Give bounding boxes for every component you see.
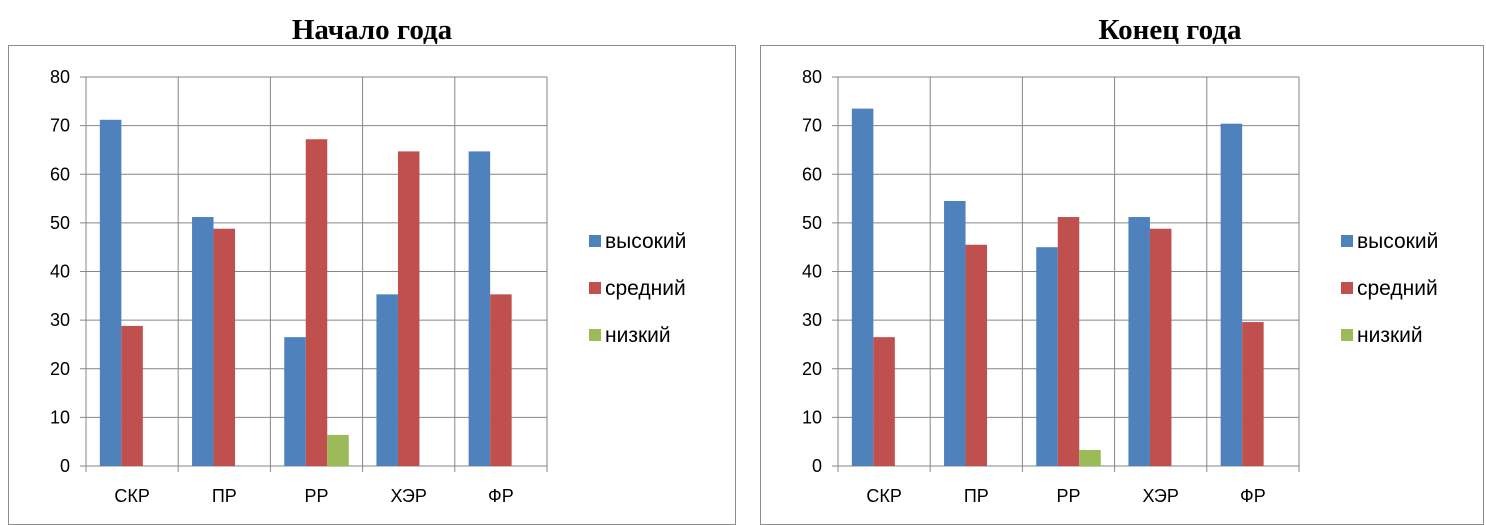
x-tick-label: РР xyxy=(1056,486,1080,506)
y-tick-label: 40 xyxy=(50,262,70,282)
legend-label: низкий xyxy=(1357,324,1423,347)
y-tick-label: 60 xyxy=(50,164,70,184)
legend: высокий средний низкий xyxy=(589,230,686,347)
y-tick-label: 50 xyxy=(50,213,70,233)
chart-end-of-year: 0 10 20 30 40 50 60 70 80 СКР ПР РР ХЭР ФР высокий сред… xyxy=(802,67,1438,506)
bar-высокий-ПР xyxy=(944,200,966,466)
y-tick-label: 70 xyxy=(50,116,70,136)
x-tick-label: ФР xyxy=(488,486,514,506)
bar-высокий-СКР xyxy=(99,119,122,466)
bar-средний-ПР xyxy=(213,228,236,466)
bar-высокий-РР xyxy=(284,337,306,466)
bar-средний-ФР xyxy=(1242,322,1264,466)
chart-frame-end-of-year: 0 10 20 30 40 50 60 70 80 СКР ПР РР ХЭР ФР высокий сред… xyxy=(760,45,1484,525)
y-tick-label: 0 xyxy=(60,456,70,476)
chart-frame-start-of-year: 0 10 20 30 40 50 60 70 80 СКР ПР РР ХЭР ФР высокий сред… xyxy=(8,45,736,525)
x-tick-label: СКР xyxy=(114,486,150,506)
legend-label: высокий xyxy=(605,230,686,253)
x-tick-label: ХЭР xyxy=(1143,486,1179,506)
bar-высокий-ФР xyxy=(1220,123,1243,467)
bar-высокий-ХЭР xyxy=(376,294,398,466)
x-tick-label: СКР xyxy=(866,486,902,506)
bar-высокий-ХЭР xyxy=(1128,217,1150,466)
y-tick-label: 10 xyxy=(802,407,822,427)
legend-swatch-низкий xyxy=(1341,329,1353,341)
y-tick-label: 80 xyxy=(50,67,70,87)
y-tick-label: 80 xyxy=(802,67,822,87)
bar-высокий-ПР xyxy=(192,217,214,466)
y-tick-label: 30 xyxy=(50,310,70,330)
bar-средний-РР xyxy=(1057,217,1080,466)
y-tick-label: 40 xyxy=(802,262,822,282)
bar-средний-СКР xyxy=(121,325,143,466)
chart-title-end-of-year: Конец года xyxy=(1098,14,1242,46)
x-tick-label: РР xyxy=(304,486,328,506)
bar-средний-ХЭР xyxy=(1149,228,1172,466)
legend-swatch-высокий xyxy=(1341,235,1353,247)
legend: высокий средний низкий xyxy=(1341,230,1438,347)
bar-средний-ПР xyxy=(965,244,988,466)
legend-swatch-средний xyxy=(589,282,601,294)
bar-низкий-РР xyxy=(327,434,349,466)
bar-высокий-РР xyxy=(1036,247,1058,466)
legend-label: высокий xyxy=(1357,230,1438,253)
bar-средний-СКР xyxy=(873,337,895,466)
chart-title-start-of-year: Начало года xyxy=(291,14,453,46)
chart-start-of-year: 0 10 20 30 40 50 60 70 80 СКР ПР РР ХЭР ФР высокий сред… xyxy=(50,67,686,506)
bar-низкий-РР xyxy=(1079,449,1101,466)
y-tick-label: 30 xyxy=(802,310,822,330)
y-tick-label: 20 xyxy=(802,359,822,379)
y-tick-label: 50 xyxy=(802,213,822,233)
bar-средний-ХЭР xyxy=(397,151,420,466)
legend-swatch-низкий xyxy=(589,329,601,341)
legend-label: низкий xyxy=(605,324,671,347)
legend-label: средний xyxy=(1357,277,1438,300)
x-tick-label: ХЭР xyxy=(391,486,427,506)
x-tick-label: ФР xyxy=(1240,486,1266,506)
bar-средний-ФР xyxy=(490,294,512,466)
bar-высокий-СКР xyxy=(851,108,874,466)
legend-swatch-высокий xyxy=(589,235,601,247)
x-tick-label: ПР xyxy=(212,486,237,506)
legend-swatch-средний xyxy=(1341,282,1353,294)
y-tick-label: 20 xyxy=(50,359,70,379)
bar-средний-РР xyxy=(305,139,328,466)
x-tick-label: ПР xyxy=(964,486,989,506)
y-tick-label: 60 xyxy=(802,164,822,184)
y-tick-label: 10 xyxy=(50,407,70,427)
y-tick-label: 70 xyxy=(802,116,822,136)
y-tick-label: 0 xyxy=(812,456,822,476)
bar-высокий-ФР xyxy=(468,151,491,466)
legend-label: средний xyxy=(605,277,686,300)
